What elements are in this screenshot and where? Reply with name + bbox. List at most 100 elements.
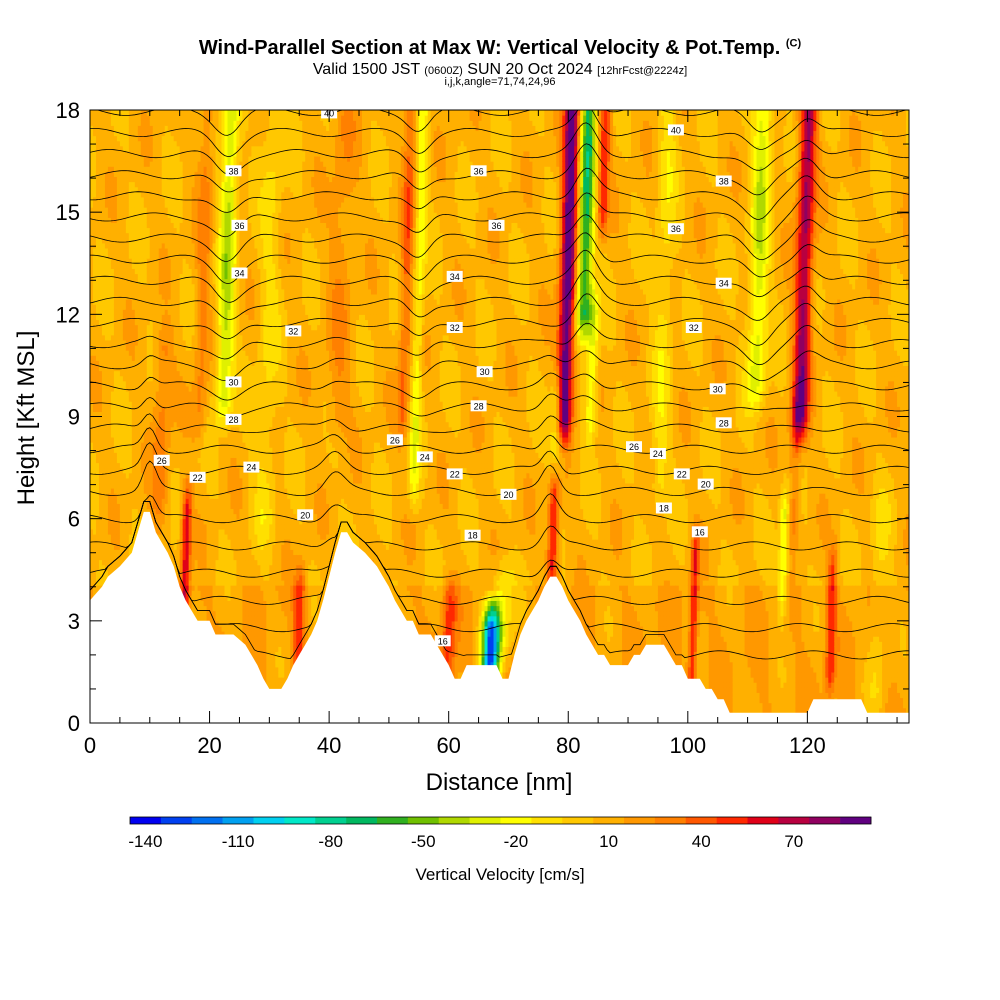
w-cell (110, 396, 115, 402)
w-cell (104, 196, 109, 203)
w-cell (131, 436, 136, 443)
w-cell (95, 370, 100, 377)
w-cell (164, 319, 169, 326)
w-cell (161, 120, 166, 126)
w-cell (134, 442, 139, 448)
w-cell (173, 436, 178, 443)
w-cell (119, 176, 124, 183)
w-cell (173, 411, 178, 418)
w-cell (158, 503, 163, 510)
w-cell (119, 350, 124, 356)
w-cell (116, 227, 121, 234)
w-cell (158, 528, 163, 535)
w-cell (122, 201, 127, 208)
w-cell (116, 380, 121, 387)
w-cell (98, 508, 103, 515)
w-cell (90, 232, 94, 239)
w-cell (92, 559, 97, 566)
w-cell (125, 334, 130, 341)
w-cell (116, 166, 121, 172)
w-cell (143, 324, 148, 331)
w-cell (176, 339, 181, 346)
w-cell (152, 145, 157, 152)
w-cell (155, 273, 160, 280)
w-cell (179, 334, 184, 341)
w-cell (170, 406, 175, 412)
w-cell (170, 467, 175, 474)
w-cell (182, 533, 187, 540)
w-cell (167, 314, 172, 321)
w-cell (113, 390, 118, 397)
w-cell (101, 161, 106, 167)
w-cell (173, 482, 178, 489)
w-cell (104, 436, 109, 443)
w-cell (110, 447, 115, 453)
w-cell (116, 544, 121, 550)
w-cell (161, 375, 166, 382)
w-cell (107, 416, 112, 423)
w-cell (155, 370, 160, 377)
w-cell (92, 549, 97, 556)
w-cell (140, 120, 145, 126)
w-cell (90, 283, 94, 290)
w-cell (170, 339, 175, 346)
w-cell (104, 380, 109, 387)
w-cell (179, 278, 184, 285)
w-cell (116, 365, 121, 372)
w-cell (110, 217, 115, 223)
w-cell (137, 472, 142, 479)
w-cell (167, 247, 172, 254)
w-cell (173, 350, 178, 356)
w-cell (95, 181, 100, 188)
w-cell (113, 426, 118, 433)
w-cell (167, 518, 172, 525)
w-cell (122, 513, 127, 520)
w-cell (116, 314, 121, 321)
w-cell (119, 309, 124, 315)
w-cell (146, 207, 151, 213)
w-cell (134, 365, 139, 372)
w-cell (122, 161, 127, 167)
w-cell (152, 477, 157, 484)
w-cell (110, 263, 115, 269)
w-cell (173, 181, 178, 188)
w-cell (125, 186, 130, 193)
w-cell (173, 513, 178, 520)
w-cell (104, 539, 109, 545)
w-cell (137, 477, 142, 484)
w-cell (164, 396, 169, 402)
w-cell (92, 421, 97, 428)
w-cell (170, 207, 175, 213)
w-cell (113, 559, 118, 566)
w-cell (98, 293, 103, 300)
w-cell (152, 385, 157, 392)
w-cell (116, 207, 121, 213)
w-cell (122, 508, 127, 515)
w-cell (176, 324, 181, 331)
w-cell (95, 503, 100, 510)
w-cell (161, 319, 166, 326)
w-cell (134, 186, 139, 193)
w-cell (107, 212, 112, 218)
w-cell (155, 375, 160, 382)
w-cell (164, 171, 169, 178)
w-cell (137, 375, 142, 382)
w-cell (173, 150, 178, 157)
w-cell (173, 130, 178, 137)
w-cell (122, 324, 127, 331)
w-cell (167, 268, 172, 275)
w-cell (107, 467, 112, 474)
w-cell (90, 559, 94, 566)
w-cell (98, 523, 103, 530)
w-cell (161, 401, 166, 407)
w-cell (92, 278, 97, 285)
w-cell (173, 166, 178, 172)
w-cell (179, 477, 184, 484)
w-cell (90, 533, 94, 540)
w-cell (98, 472, 103, 479)
w-cell (155, 242, 160, 249)
w-cell (98, 355, 103, 361)
w-cell (152, 237, 157, 244)
w-cell (128, 488, 133, 494)
w-cell (131, 115, 136, 121)
